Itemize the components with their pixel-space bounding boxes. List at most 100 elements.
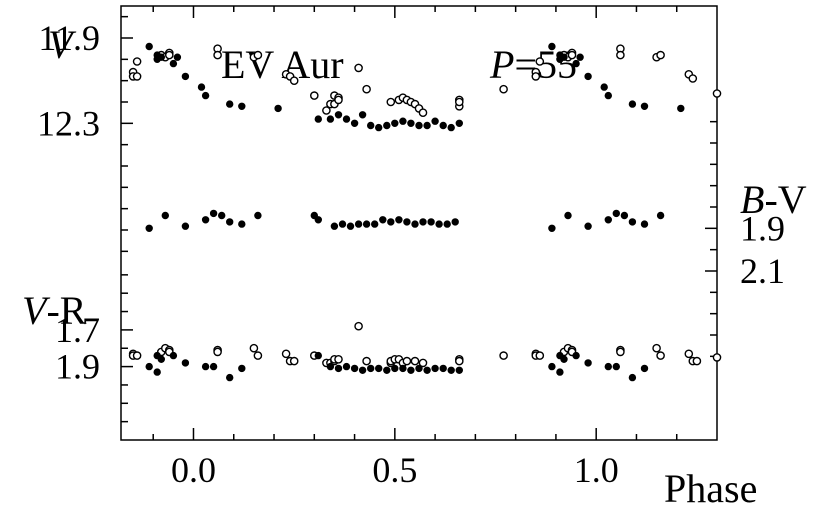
open-point-vr xyxy=(289,356,299,366)
filled-point-v xyxy=(326,115,335,123)
filled-point-vr xyxy=(572,351,580,360)
filled-point-vr xyxy=(439,364,447,373)
filled-point-bv xyxy=(628,218,637,226)
open-point-v xyxy=(712,89,722,98)
y-tick-label-vr: 1.7 xyxy=(55,310,100,350)
filled-point-v xyxy=(548,42,556,51)
filled-point-vr xyxy=(455,366,463,374)
filled-point-bv xyxy=(564,211,572,220)
filled-point-bv xyxy=(346,222,355,230)
filled-point-vr xyxy=(612,362,620,371)
filled-point-bv xyxy=(604,216,612,224)
filled-point-vr xyxy=(399,364,407,373)
open-point-vr xyxy=(454,356,464,366)
filled-point-v xyxy=(157,53,166,61)
filled-point-vr xyxy=(415,364,423,373)
period-label-value: =55 xyxy=(514,42,577,87)
filled-point-vr xyxy=(423,366,431,374)
filled-point-bv xyxy=(612,209,620,218)
y-tick-label-v: 12.3 xyxy=(37,103,100,143)
open-point-vr xyxy=(692,356,702,366)
filled-point-bv xyxy=(411,220,419,228)
filled-point-bv xyxy=(254,211,262,220)
filled-point-vr xyxy=(350,364,359,373)
filled-point-v xyxy=(173,53,182,61)
filled-point-bv xyxy=(451,218,459,226)
open-point-v xyxy=(616,50,625,60)
open-point-v xyxy=(499,84,508,94)
open-point-vr xyxy=(656,351,665,360)
filled-point-vr xyxy=(375,364,383,373)
filled-point-vr xyxy=(407,366,415,374)
filled-point-v xyxy=(375,123,383,132)
filled-point-v xyxy=(350,119,359,128)
open-point-v xyxy=(322,106,331,115)
y-tick-label-v: 11.9 xyxy=(38,18,100,58)
filled-point-v xyxy=(383,121,391,130)
filled-point-vr xyxy=(314,351,322,360)
open-point-vr xyxy=(402,356,412,366)
filled-point-bv xyxy=(584,222,592,230)
filled-point-v xyxy=(145,42,153,51)
filled-point-vr xyxy=(145,362,153,371)
filled-point-v xyxy=(201,91,210,100)
filled-point-vr xyxy=(367,364,375,373)
filled-point-v xyxy=(314,115,322,123)
open-point-v xyxy=(132,72,142,81)
period-label-symbol: P xyxy=(489,42,514,87)
open-point-vr xyxy=(354,321,363,331)
filled-point-bv xyxy=(145,224,153,233)
filled-point-vr xyxy=(560,355,568,363)
open-point-v xyxy=(688,74,698,83)
filled-point-v xyxy=(677,104,685,113)
filled-point-vr xyxy=(628,373,637,382)
filled-point-bv xyxy=(403,218,411,226)
filled-point-vr xyxy=(358,366,367,374)
filled-point-v xyxy=(640,102,649,111)
filled-point-v xyxy=(197,83,206,91)
filled-point-v xyxy=(169,59,178,68)
filled-point-vr xyxy=(383,366,391,374)
open-point-v xyxy=(213,50,222,60)
filled-point-vr xyxy=(640,364,649,373)
filled-point-bv xyxy=(181,222,190,230)
filled-point-bv xyxy=(640,220,649,228)
filled-point-vr xyxy=(604,362,612,371)
open-point-v xyxy=(289,76,299,85)
open-point-v xyxy=(132,57,142,66)
filled-point-bv xyxy=(548,224,556,233)
filled-point-bv xyxy=(371,220,379,228)
x-tick-label: 0.0 xyxy=(171,450,216,490)
filled-point-vr xyxy=(447,366,455,374)
filled-point-bv xyxy=(362,220,371,228)
filled-point-v xyxy=(238,102,246,111)
filled-point-bv xyxy=(201,216,210,224)
open-point-v xyxy=(334,95,343,105)
filled-point-vr xyxy=(342,362,351,371)
filled-point-bv xyxy=(161,211,170,220)
y-tick-label-bv: 1.9 xyxy=(740,208,785,248)
open-point-vr xyxy=(535,351,545,360)
filled-point-v xyxy=(391,119,399,128)
filled-point-v xyxy=(399,117,407,125)
vr-panel-label: V-R xyxy=(22,288,87,333)
bv-panel-label: B-V xyxy=(740,177,807,222)
x-tick-label: 1.0 xyxy=(574,450,619,490)
filled-point-bv xyxy=(395,216,403,224)
filled-point-v xyxy=(334,111,343,119)
open-point-v xyxy=(354,63,363,73)
filled-point-v xyxy=(415,121,423,130)
filled-point-v xyxy=(226,100,234,108)
filled-point-bv xyxy=(330,222,339,230)
filled-point-bv xyxy=(387,218,395,226)
filled-point-bv xyxy=(338,220,347,228)
filled-point-v xyxy=(447,123,455,132)
filled-point-vr xyxy=(431,364,439,373)
filled-point-v xyxy=(358,111,367,119)
open-point-v xyxy=(418,108,428,117)
x-tick-label: 0.5 xyxy=(372,450,417,490)
open-point-v xyxy=(309,91,319,100)
filled-point-bv xyxy=(238,220,246,228)
open-point-vr xyxy=(334,354,343,364)
open-point-vr xyxy=(684,349,694,359)
